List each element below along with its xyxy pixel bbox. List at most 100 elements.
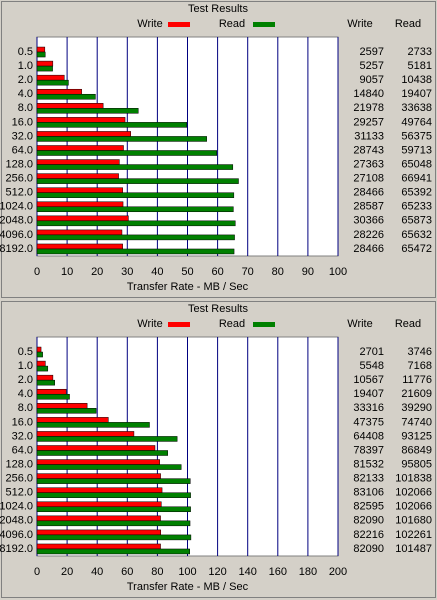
bar: [36, 365, 49, 372]
bar: [36, 431, 135, 437]
table-value: 3746: [408, 346, 432, 358]
row-label: 1.0: [18, 360, 33, 372]
table-value: 74740: [401, 416, 432, 428]
legend-swatch: [253, 322, 275, 327]
table-value: 47375: [353, 416, 384, 428]
table-value: 81532: [353, 458, 384, 470]
bar: [36, 103, 104, 109]
bar: [36, 201, 124, 208]
table-value: 95805: [401, 458, 432, 470]
x-axis-label: Transfer Rate - MB / Sec: [127, 281, 249, 293]
x-tick-label: 200: [329, 566, 347, 578]
bar: [36, 248, 235, 255]
table-value: 29257: [353, 116, 384, 128]
x-tick-label: 100: [178, 566, 196, 578]
table-value: 10438: [401, 74, 432, 86]
bar: [36, 65, 53, 72]
row-label: 8.0: [18, 102, 33, 114]
row-label: 1024.0: [0, 501, 33, 513]
table-value: 5548: [360, 360, 384, 372]
panel-frame: [1, 301, 436, 598]
bar: [36, 60, 54, 67]
bar: [36, 346, 42, 353]
bar: [36, 159, 120, 165]
table-value: 19407: [353, 388, 384, 400]
bar: [36, 74, 65, 81]
table-value: 101680: [395, 515, 432, 527]
table-value: 10567: [353, 374, 384, 386]
table-value: 65472: [401, 243, 432, 255]
table-value: 59713: [401, 144, 432, 156]
bar: [36, 108, 139, 114]
table-value: 9057: [360, 74, 384, 86]
table-value: 82595: [353, 501, 384, 513]
row-label: 256.0: [5, 473, 33, 485]
bar: [36, 436, 178, 442]
row-label: 4096.0: [0, 529, 33, 541]
bar: [36, 450, 168, 456]
table-value: 65632: [401, 229, 432, 241]
bar: [36, 173, 119, 179]
table-value: 82133: [353, 473, 384, 485]
legend-swatch: [168, 22, 190, 27]
legend-label: Read: [219, 318, 245, 330]
x-tick-label: 100: [329, 266, 347, 278]
table-value: 49764: [401, 116, 432, 128]
row-label: 1.0: [18, 60, 33, 72]
x-tick-label: 20: [61, 566, 73, 578]
bar: [36, 79, 69, 86]
bar: [36, 459, 160, 465]
row-label: 32.0: [12, 130, 33, 142]
legend-swatch: [253, 22, 275, 27]
bar: [36, 145, 124, 151]
table-value: 102066: [395, 501, 432, 513]
table-value: 27108: [353, 173, 384, 185]
row-label: 256.0: [5, 173, 33, 185]
x-tick-label: 10: [61, 266, 73, 278]
table-value: 65392: [401, 187, 432, 199]
bar: [36, 229, 123, 236]
row-label: 64.0: [12, 444, 33, 456]
bar: [36, 445, 156, 451]
x-tick-label: 60: [121, 566, 133, 578]
chart-title: Test Results: [188, 303, 248, 315]
table-value: 33316: [353, 402, 384, 414]
bar: [36, 534, 192, 541]
row-label: 32.0: [12, 430, 33, 442]
table-value: 86849: [401, 444, 432, 456]
table-value: 21609: [401, 388, 432, 400]
table-value: 82090: [353, 543, 384, 555]
column-header: Write: [347, 18, 372, 30]
row-label: 0.5: [18, 46, 33, 58]
x-tick-label: 140: [239, 566, 257, 578]
x-tick-label: 40: [91, 566, 103, 578]
table-value: 2597: [360, 46, 384, 58]
table-value: 101487: [395, 543, 432, 555]
x-tick-label: 90: [302, 266, 314, 278]
bar: [36, 136, 207, 142]
row-label: 128.0: [5, 158, 33, 170]
bar: [36, 131, 131, 137]
row-label: 4.0: [18, 88, 33, 100]
bar: [36, 492, 191, 498]
table-value: 28587: [353, 201, 384, 213]
table-value: 2733: [408, 46, 432, 58]
bar: [36, 192, 235, 198]
row-label: 4.0: [18, 388, 33, 400]
bar: [36, 351, 43, 358]
bar: [36, 164, 234, 170]
bar: [36, 379, 55, 386]
table-value: 27363: [353, 158, 384, 170]
row-label: 1024.0: [0, 201, 33, 213]
table-value: 5257: [360, 60, 384, 72]
bar: [36, 93, 96, 100]
x-tick-label: 80: [151, 566, 163, 578]
row-label: 512.0: [5, 487, 33, 499]
bar: [36, 473, 161, 479]
row-label: 8192.0: [0, 543, 33, 555]
table-value: 65873: [401, 215, 432, 227]
table-value: 101838: [395, 473, 432, 485]
table-value: 82216: [353, 529, 384, 541]
table-value: 5181: [408, 60, 432, 72]
chart-title: Test Results: [188, 3, 248, 15]
